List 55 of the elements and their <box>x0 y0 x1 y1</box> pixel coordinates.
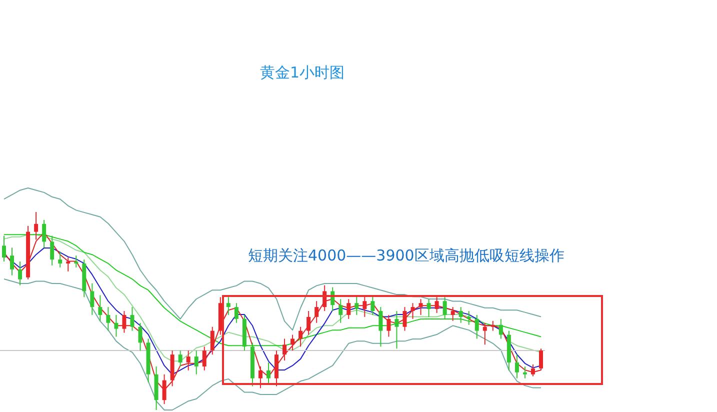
candlestick <box>354 294 359 316</box>
candlestick <box>426 298 431 318</box>
candlestick <box>442 296 447 320</box>
candlestick <box>202 346 206 371</box>
candlestick <box>122 310 126 334</box>
candlestick <box>450 306 455 322</box>
candlestick <box>282 338 287 361</box>
candlestick <box>378 306 383 348</box>
candlestick <box>130 306 134 332</box>
candlestick <box>90 282 94 316</box>
candlestick <box>482 322 487 346</box>
candlestick <box>274 350 279 387</box>
candlestick <box>114 314 118 338</box>
candlestick <box>290 334 295 352</box>
candlestick <box>522 366 527 379</box>
candlestick <box>418 298 423 316</box>
candlestick <box>66 257 70 272</box>
candlestick <box>306 310 311 336</box>
candlestick <box>194 350 198 375</box>
candlestick <box>434 296 439 314</box>
candlestick <box>410 302 415 320</box>
candlestick <box>18 261 22 286</box>
candlestick <box>346 298 351 320</box>
candlestick <box>50 235 54 266</box>
candlestick <box>298 326 303 348</box>
candlestick <box>2 235 6 262</box>
candlestick <box>514 354 519 379</box>
candlestick <box>178 350 182 367</box>
candlestick <box>466 310 471 326</box>
candlestick <box>314 300 319 324</box>
candlestick <box>210 326 214 356</box>
candlestick <box>74 255 78 268</box>
candlestick <box>58 251 62 268</box>
candlestick <box>474 314 479 340</box>
candlestick <box>386 314 391 338</box>
candlestick <box>106 306 110 332</box>
candlestick <box>234 302 238 324</box>
candlestick <box>458 306 463 324</box>
candlestick <box>42 219 46 248</box>
candlestick <box>138 322 142 352</box>
candlestick <box>338 298 343 324</box>
candlestick <box>226 296 230 316</box>
candlestick <box>10 247 14 276</box>
candlestick <box>498 318 503 340</box>
candlestick <box>370 294 375 316</box>
candlestick <box>530 364 535 377</box>
candlestick <box>266 362 270 385</box>
candlestick <box>98 294 102 322</box>
candlestick <box>186 350 190 371</box>
candlestick <box>490 320 495 332</box>
candlestick <box>394 310 399 350</box>
annotation: 短期关注4000——3900区域高抛低吸短线操作 <box>248 246 564 264</box>
candlestick <box>402 306 407 332</box>
chart-title: 黄金1小时图 <box>260 64 345 82</box>
candlestick <box>362 294 367 318</box>
